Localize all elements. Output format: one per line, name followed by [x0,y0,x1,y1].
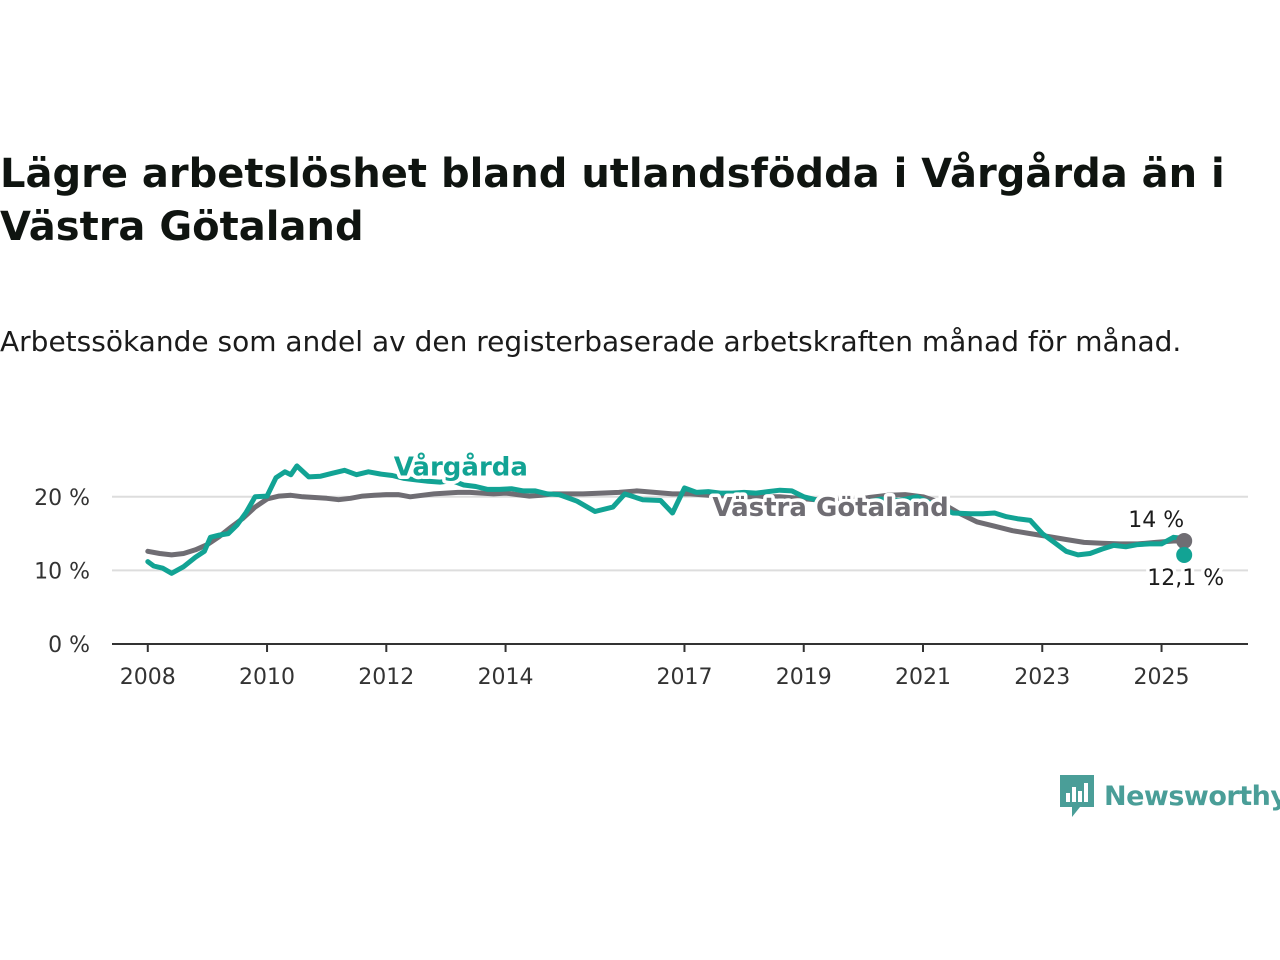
newsworthy-logo-icon [1060,775,1094,817]
x-tick-label: 2010 [239,665,295,690]
x-tick-label: 2008 [120,665,176,690]
brand-name: Newsworthy [1104,780,1280,812]
line-chart: 0 % 10 % 20 % 2008 2010 2012 2014 2017 2019 2021 2… [34,447,1248,690]
x-tick-label: 2014 [478,665,534,690]
series-line-vargarda [145,463,1187,576]
series-label-vargarda: Vårgårda [394,450,528,482]
grid-lines [112,495,1248,572]
series-endpoint-vargarda [1176,546,1193,563]
x-tick-label: 2012 [358,665,414,690]
chart-subtitle: Arbetssökande som andel av den registerb… [0,325,1182,358]
series-labels: Vårgårda Västra Götaland 14 % 12,1 % [390,447,1227,594]
y-tick-label: 20 % [34,486,90,511]
series-label-vastra-gotaland: Västra Götaland [712,493,948,523]
end-value-label-vastra-gotaland: 14 % [1128,508,1184,533]
axes: 0 % 10 % 20 % 2008 2010 2012 2014 2017 2019 2021 2… [34,486,1248,690]
newsworthy-logo: Newsworthy [1058,772,1280,820]
x-tick-label: 2019 [776,665,832,690]
x-tick-label: 2023 [1014,665,1070,690]
chart-title: Lägre arbetslöshet bland utlandsfödda i … [0,151,1225,250]
series-line-vastra-gotaland [145,488,1187,558]
y-tick-label: 10 % [34,559,90,584]
series-lines [145,463,1193,576]
end-value-label-vargarda: 12,1 % [1147,566,1224,591]
x-tick-label: 2025 [1134,665,1190,690]
series-endpoint-vastra-gotaland [1176,532,1193,549]
x-tick-label: 2021 [895,665,951,690]
y-tick-label: 0 % [48,633,90,658]
x-tick-label: 2017 [656,665,712,690]
